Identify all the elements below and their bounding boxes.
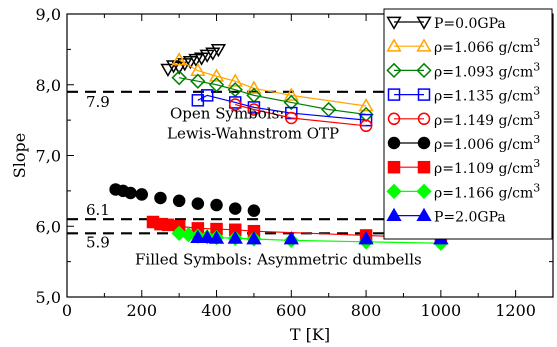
reference-line-label: 5.9 [86, 233, 110, 251]
data-point [190, 229, 206, 243]
data-point [387, 112, 401, 126]
data-point [416, 16, 432, 30]
legend-label: ρ=1.006 g/cm3 [434, 133, 540, 153]
data-point [283, 94, 299, 111]
series [109, 183, 261, 217]
x-tick-label: 800 [351, 301, 382, 320]
x-axis-label: T [K] [290, 325, 330, 344]
legend-label: P=0.0GPa [434, 16, 506, 32]
data-point [387, 88, 401, 101]
data-series [109, 43, 449, 251]
data-point [171, 52, 187, 66]
data-point [417, 136, 431, 150]
y-tick-label: 6,0 [36, 217, 61, 236]
data-point [416, 38, 432, 52]
data-point [210, 43, 227, 58]
y-tick-label: 9,0 [36, 5, 61, 24]
data-point [387, 136, 401, 150]
data-point [193, 52, 210, 66]
data-point [283, 87, 299, 101]
data-point [124, 186, 137, 200]
data-point [386, 183, 402, 200]
legend-label: ρ=1.066 g/cm3 [434, 36, 540, 56]
x-tick-label: 1200 [495, 301, 536, 320]
x-tick-label: 600 [276, 301, 307, 320]
x-tick-label: 0 [62, 301, 72, 320]
legend-label: ρ=1.135 g/cm3 [434, 85, 540, 105]
series [160, 43, 227, 78]
data-point [247, 204, 261, 217]
data-point [190, 73, 206, 89]
data-point [247, 103, 261, 116]
data-point [228, 98, 242, 111]
data-point [386, 38, 402, 52]
data-point [154, 191, 167, 205]
data-point [417, 112, 431, 126]
data-point [199, 229, 215, 243]
data-point [283, 231, 299, 245]
legend-label: ρ=1.109 g/cm3 [434, 157, 540, 177]
data-point [416, 183, 432, 200]
legend-label: P=2.0GPa [434, 210, 506, 226]
data-point [210, 198, 223, 212]
annotation-text: Open Symbols: [170, 105, 284, 123]
y-tick-label: 8,0 [36, 76, 61, 95]
annotation-text: Filled Symbols: Asymmetric dumbells [135, 250, 422, 268]
data-point [228, 202, 242, 215]
data-point [191, 197, 205, 210]
reference-line-label: 6.1 [86, 201, 110, 219]
data-point [285, 111, 298, 125]
data-point [417, 160, 431, 174]
series [190, 229, 449, 245]
data-point [172, 194, 186, 208]
annotation-text: Lewis-Wahnstrom OTP [167, 125, 339, 143]
data-point [416, 207, 432, 222]
data-point [387, 160, 401, 174]
data-point [200, 89, 214, 102]
data-point [165, 60, 182, 74]
data-point [227, 73, 243, 87]
series [228, 98, 373, 133]
legend: P=0.0GPa ρ=1.066 g/cm3 ρ=1.093 g/cm3 ρ=1.13… [383, 8, 553, 240]
x-tick-label: 400 [201, 301, 232, 320]
data-point [227, 230, 243, 244]
data-point [417, 88, 431, 101]
data-point [386, 207, 402, 222]
series-line [197, 94, 367, 121]
data-point [135, 188, 149, 201]
data-point [208, 77, 225, 93]
legend-label: ρ=1.093 g/cm3 [434, 60, 540, 80]
y-axis-label: Slope [10, 133, 29, 178]
x-tick-label: 1000 [420, 301, 461, 320]
annotations: Open Symbols: Lewis-Wahnstrom OTP Filled S… [135, 105, 422, 269]
legend-box [383, 8, 553, 240]
data-point [171, 61, 187, 75]
data-point [171, 70, 187, 86]
data-point [208, 230, 225, 244]
legend-label: ρ=1.149 g/cm3 [434, 109, 540, 129]
series-line [235, 103, 367, 127]
data-point [359, 119, 373, 133]
data-point [246, 80, 262, 94]
axes: 0 200 400 600 800 1000 1200 5,0 6,0 7,0 8,0 9,0 [36, 5, 553, 320]
x-tick-label: 200 [126, 301, 157, 320]
y-tick-label: 7,0 [36, 147, 61, 166]
data-point [358, 106, 374, 123]
y-tick-label: 5,0 [36, 288, 61, 307]
data-point [358, 231, 374, 245]
data-point [160, 63, 176, 78]
data-point [208, 68, 225, 82]
data-point [386, 16, 402, 30]
data-point [161, 218, 175, 232]
data-point [171, 225, 187, 241]
data-point [416, 62, 432, 79]
data-point [386, 62, 402, 79]
data-point [246, 231, 262, 245]
data-point [180, 227, 197, 243]
data-point [358, 98, 374, 112]
data-point [205, 47, 221, 61]
legend-label: ρ=1.166 g/cm3 [434, 181, 540, 201]
reference-line-label: 7.9 [86, 93, 110, 111]
